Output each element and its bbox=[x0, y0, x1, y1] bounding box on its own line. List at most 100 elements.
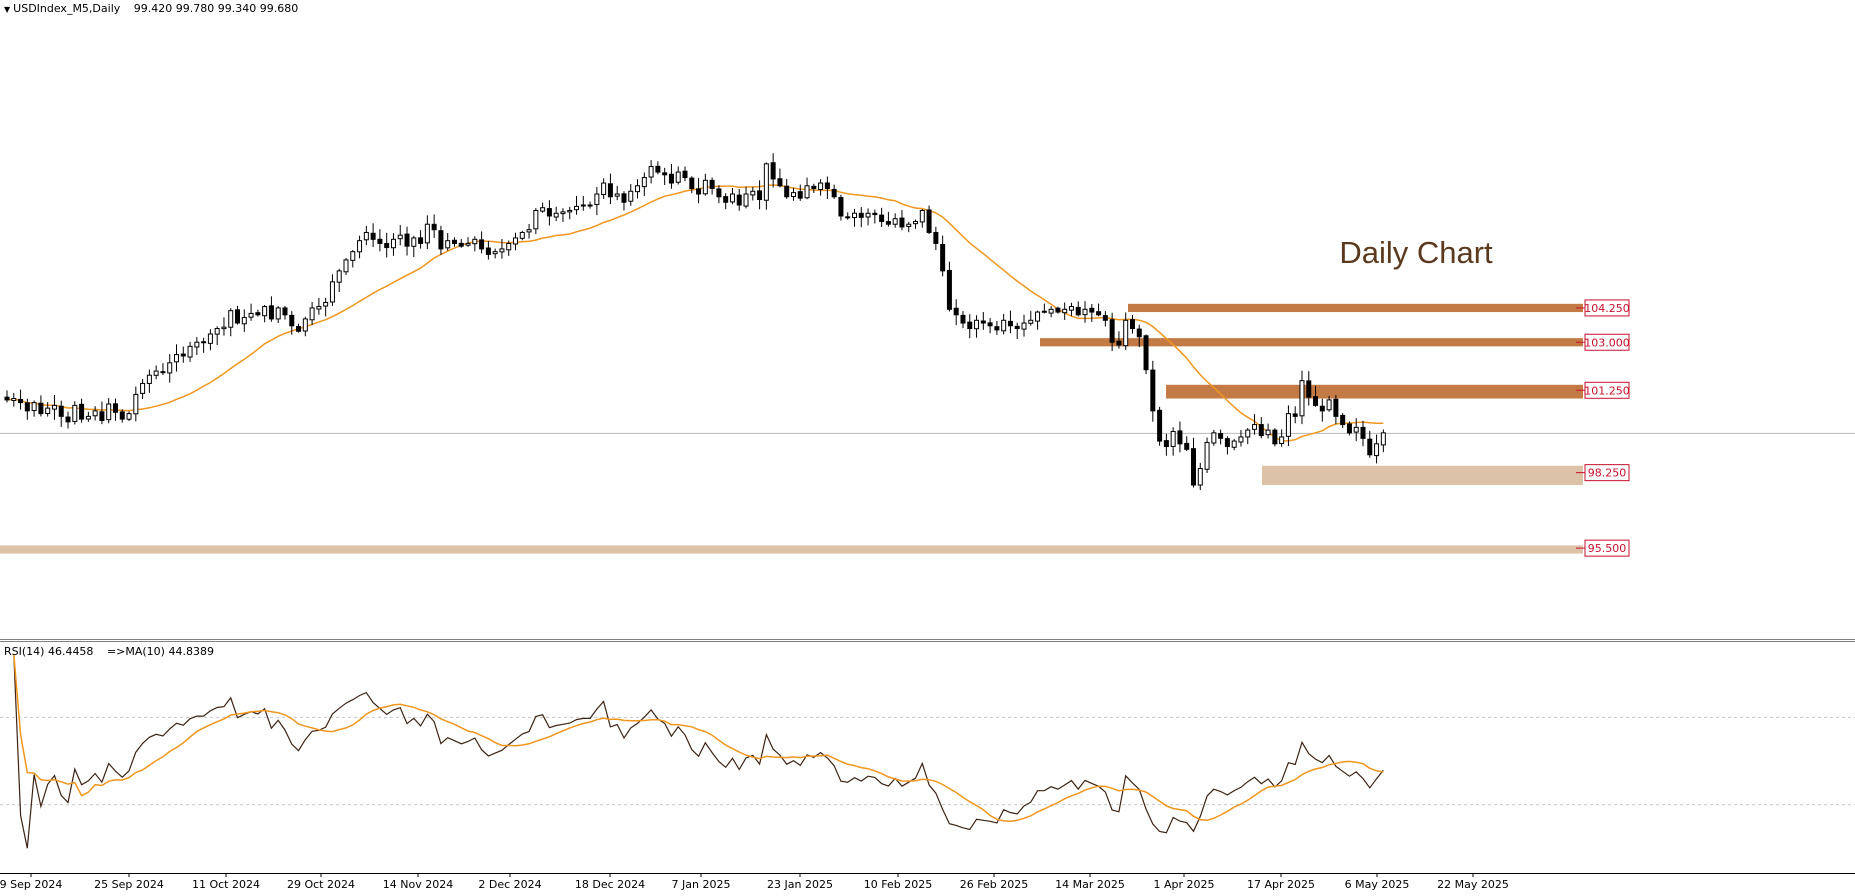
candle bbox=[729, 187, 735, 205]
candle-body-bear bbox=[485, 247, 491, 255]
candle-body-bear bbox=[933, 231, 939, 244]
candle bbox=[1326, 395, 1332, 412]
candle bbox=[845, 212, 851, 220]
x-tick-label: 14 Mar 2025 bbox=[1055, 878, 1125, 891]
x-tick-label: 29 Oct 2024 bbox=[287, 878, 355, 891]
candle bbox=[940, 235, 946, 277]
candle bbox=[546, 200, 552, 226]
candle-body-bear bbox=[370, 232, 376, 240]
candle-body-bear bbox=[1089, 307, 1095, 313]
candle bbox=[1313, 385, 1319, 407]
candle bbox=[1319, 398, 1325, 422]
zones-layer bbox=[0, 303, 1583, 554]
candle bbox=[913, 219, 919, 229]
candle-body-bull bbox=[146, 374, 152, 384]
candle-body-bull bbox=[133, 393, 139, 415]
candle-body-bear bbox=[112, 403, 118, 413]
candle-body-bear bbox=[662, 172, 668, 176]
candle-body-bear bbox=[696, 188, 702, 195]
candle bbox=[1292, 406, 1298, 424]
candle bbox=[1157, 406, 1163, 446]
candle bbox=[804, 177, 810, 200]
candle bbox=[99, 401, 105, 425]
candle-body-bear bbox=[377, 238, 383, 244]
candle-body-bear bbox=[1150, 369, 1156, 412]
candle-body-bull bbox=[1035, 311, 1041, 322]
candle-body-bull bbox=[92, 410, 98, 417]
candle-body-bear bbox=[967, 321, 973, 330]
candle bbox=[553, 206, 559, 222]
candle-body-bull bbox=[207, 333, 213, 344]
collapse-triangle-icon[interactable]: ▼ bbox=[4, 5, 11, 14]
candle-body-bull bbox=[1231, 440, 1237, 448]
candle bbox=[824, 176, 830, 199]
level-label-text: 101.250 bbox=[1584, 384, 1630, 397]
candle bbox=[709, 177, 715, 195]
candle bbox=[763, 162, 769, 210]
x-tick-label: 22 May 2025 bbox=[1437, 878, 1509, 891]
candle-body-bear bbox=[668, 173, 674, 184]
candle-body-bull bbox=[1170, 430, 1176, 447]
candle bbox=[228, 308, 234, 337]
candle bbox=[1285, 405, 1291, 447]
candle-body-bear bbox=[289, 314, 295, 327]
candle bbox=[45, 402, 51, 417]
candle-body-bull bbox=[302, 318, 308, 332]
candle bbox=[390, 233, 396, 256]
candle bbox=[668, 163, 674, 189]
candle bbox=[384, 232, 390, 258]
candle-body-bull bbox=[397, 234, 403, 240]
candle-body-bull bbox=[892, 218, 898, 225]
candle bbox=[580, 195, 586, 211]
candle bbox=[1109, 312, 1115, 352]
candle-body-bear bbox=[1367, 438, 1373, 456]
candle-body-bull bbox=[11, 398, 17, 401]
candle bbox=[1136, 324, 1142, 347]
candle-body-bull bbox=[526, 229, 532, 233]
candle-body-bear bbox=[1319, 405, 1325, 412]
candle bbox=[302, 316, 308, 337]
candle bbox=[736, 189, 742, 211]
candle bbox=[750, 186, 756, 201]
candle bbox=[201, 337, 207, 353]
candle bbox=[587, 201, 593, 209]
candle bbox=[336, 268, 342, 293]
candle-body-bull bbox=[31, 402, 37, 412]
candle bbox=[831, 184, 837, 199]
candle bbox=[1380, 429, 1386, 453]
x-tick-label: 17 Apr 2025 bbox=[1247, 878, 1315, 891]
rsi-line bbox=[13, 654, 1384, 849]
candle bbox=[1007, 310, 1013, 334]
candle bbox=[146, 369, 152, 393]
candle-body-bull bbox=[1001, 319, 1007, 332]
candle-body-bull bbox=[567, 209, 573, 213]
candle-body-bear bbox=[1041, 310, 1047, 313]
candle-body-bull bbox=[906, 223, 912, 227]
candle bbox=[1333, 395, 1339, 425]
candle-body-bear bbox=[1258, 424, 1264, 437]
candle-body-bear bbox=[438, 230, 444, 250]
candle bbox=[79, 398, 85, 423]
candle-body-bull bbox=[343, 259, 349, 273]
candle bbox=[655, 161, 661, 175]
candle bbox=[119, 409, 125, 423]
candle bbox=[309, 301, 315, 326]
zone-95-500 bbox=[0, 545, 1583, 554]
candle-body-bull bbox=[1374, 443, 1380, 457]
level-label-box bbox=[1584, 381, 1630, 399]
candle bbox=[879, 207, 885, 227]
candle bbox=[1346, 421, 1352, 436]
candle bbox=[567, 206, 573, 220]
candle bbox=[1014, 322, 1020, 340]
candle bbox=[65, 411, 71, 429]
candle-body-bull bbox=[675, 171, 681, 183]
candle-body-bull bbox=[1197, 468, 1203, 486]
candle-body-bear bbox=[119, 411, 125, 420]
candle bbox=[662, 167, 668, 186]
candle-body-bear bbox=[451, 239, 457, 244]
candle bbox=[289, 311, 295, 335]
candle-body-bear bbox=[811, 185, 817, 190]
candle bbox=[865, 208, 871, 226]
candle bbox=[716, 185, 722, 204]
candle bbox=[1218, 429, 1224, 445]
